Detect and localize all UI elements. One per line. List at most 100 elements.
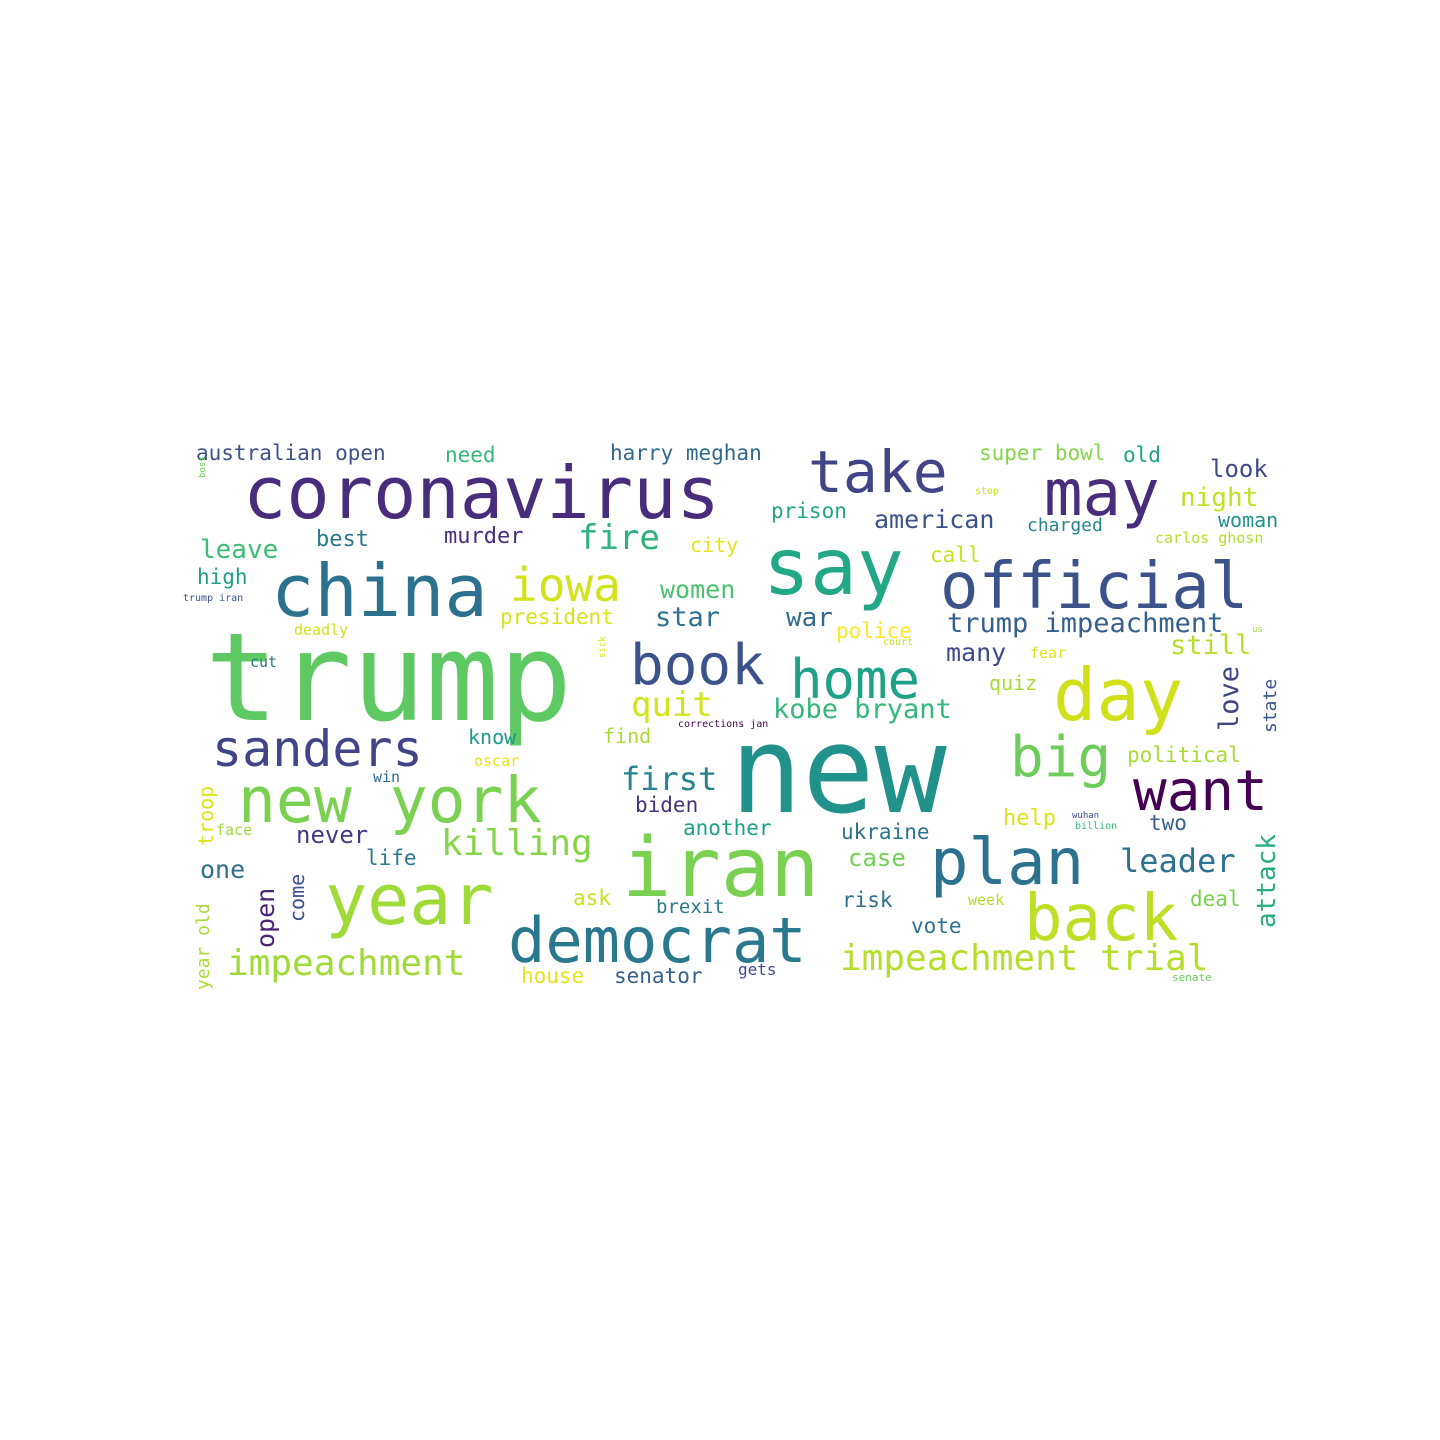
word-deal: deal bbox=[1190, 887, 1241, 911]
word-war: war bbox=[786, 603, 833, 633]
word-day: day bbox=[1053, 653, 1183, 737]
word-corrections-jan: corrections jan bbox=[678, 719, 768, 730]
word-deadly: deadly bbox=[294, 621, 348, 639]
word-fear: fear bbox=[1030, 644, 1066, 662]
word-find: find bbox=[603, 724, 651, 748]
word-iowa: iowa bbox=[510, 558, 621, 612]
word-two: two bbox=[1149, 811, 1187, 835]
word-back: back bbox=[1024, 882, 1178, 956]
word-open: open bbox=[251, 888, 280, 948]
word-impeachment: impeachment bbox=[227, 943, 465, 984]
word-stop: stop bbox=[975, 486, 999, 497]
word-democrat: democrat bbox=[508, 904, 807, 977]
word-high: high bbox=[197, 565, 248, 589]
word-house: house bbox=[521, 964, 584, 988]
word-ukraine: ukraine bbox=[841, 820, 930, 844]
word-come: come bbox=[285, 874, 309, 922]
word-say: say bbox=[763, 523, 904, 613]
word-old: old bbox=[1123, 443, 1161, 467]
word-trump-iran: trump iran bbox=[183, 593, 243, 604]
word-president: president bbox=[500, 605, 614, 629]
word-home: home bbox=[790, 648, 920, 711]
word-never: never bbox=[296, 821, 368, 849]
word-still: still bbox=[1170, 630, 1251, 661]
word-gets: gets bbox=[738, 960, 777, 979]
word-iran: iran bbox=[622, 821, 819, 916]
word-face: face bbox=[216, 821, 252, 839]
word-year: year bbox=[325, 859, 494, 941]
word-risk: risk bbox=[842, 888, 893, 912]
word-senator: senator bbox=[614, 964, 703, 988]
word-look: look bbox=[1210, 455, 1268, 483]
word-china: china bbox=[271, 549, 488, 633]
word-first: first bbox=[621, 760, 717, 798]
word-oscar: oscar bbox=[474, 752, 519, 770]
word-night: night bbox=[1180, 483, 1258, 513]
word-state: state bbox=[1260, 679, 1281, 733]
word-wuhan: wuhan bbox=[1072, 811, 1099, 821]
word-want: want bbox=[1133, 759, 1268, 824]
word-book: book bbox=[630, 633, 765, 698]
word-woman: woman bbox=[1218, 508, 1278, 532]
word-need: need bbox=[445, 443, 496, 467]
word-help: help bbox=[1003, 806, 1056, 831]
word-star: star bbox=[655, 602, 720, 633]
word-may: may bbox=[1044, 457, 1160, 531]
word-police: police bbox=[836, 619, 912, 643]
word-year-old: year old bbox=[193, 903, 214, 990]
word-prison: prison bbox=[771, 499, 847, 523]
word-killing: killing bbox=[441, 823, 593, 864]
word-another: another bbox=[683, 816, 772, 840]
word-carlos-ghosn: carlos ghosn bbox=[1155, 529, 1263, 547]
word-super-bowl: super bowl bbox=[979, 441, 1105, 465]
word-know: know bbox=[468, 725, 517, 749]
word-women: women bbox=[660, 575, 735, 604]
word-murder: murder bbox=[444, 524, 523, 549]
word-harry-meghan: harry meghan bbox=[610, 441, 762, 465]
word-attack: attack bbox=[1252, 834, 1282, 928]
word-best: best bbox=[316, 527, 369, 552]
word-official: official bbox=[940, 550, 1248, 624]
word-layer: trump new coronavirus iran say china official y… bbox=[183, 438, 1282, 990]
word-sanders: sanders bbox=[212, 720, 423, 778]
word-american: american bbox=[874, 505, 994, 534]
word-ask: ask bbox=[573, 886, 611, 910]
word-biden: biden bbox=[635, 793, 698, 817]
word-troop: troop bbox=[194, 786, 218, 846]
word-kobe-bryant: kobe bryant bbox=[773, 694, 952, 725]
word-australian-open: australian open bbox=[196, 441, 386, 465]
word-quiz: quiz bbox=[989, 671, 1037, 695]
word-coronavirus: coronavirus bbox=[243, 451, 720, 535]
word-city: city bbox=[690, 533, 738, 557]
word-many: many bbox=[946, 638, 1006, 667]
word-trump: trump bbox=[205, 607, 572, 749]
word-quit: quit bbox=[631, 685, 713, 725]
word-sick: sick bbox=[598, 636, 608, 658]
word-political: political bbox=[1127, 743, 1241, 767]
word-new: new bbox=[730, 702, 947, 841]
word-billion: billion bbox=[1075, 821, 1117, 832]
word-plan: plan bbox=[930, 826, 1084, 900]
word-new-york: new york bbox=[238, 764, 541, 837]
word-take: take bbox=[808, 438, 948, 506]
word-case: case bbox=[848, 844, 906, 872]
word-call: call bbox=[930, 543, 981, 567]
word-love: love bbox=[1214, 666, 1245, 731]
word-fire: fire bbox=[578, 518, 660, 558]
word-one: one bbox=[200, 855, 245, 884]
word-vote: vote bbox=[911, 914, 962, 938]
word-boss: boss bbox=[198, 456, 208, 478]
word-win: win bbox=[373, 768, 400, 786]
word-brexit: brexit bbox=[656, 896, 725, 918]
word-week: week bbox=[968, 891, 1004, 909]
word-leader: leader bbox=[1120, 842, 1236, 880]
word-us: us bbox=[1252, 625, 1263, 635]
word-impeachment-trial: impeachment trial bbox=[840, 938, 1208, 979]
word-court: court bbox=[883, 637, 913, 648]
word-trump-impeachment: trump impeachment bbox=[947, 608, 1223, 639]
word-senate: senate bbox=[1172, 971, 1212, 984]
word-cut: cut bbox=[250, 653, 277, 671]
word-leave: leave bbox=[200, 535, 278, 565]
word-life: life bbox=[366, 846, 417, 870]
